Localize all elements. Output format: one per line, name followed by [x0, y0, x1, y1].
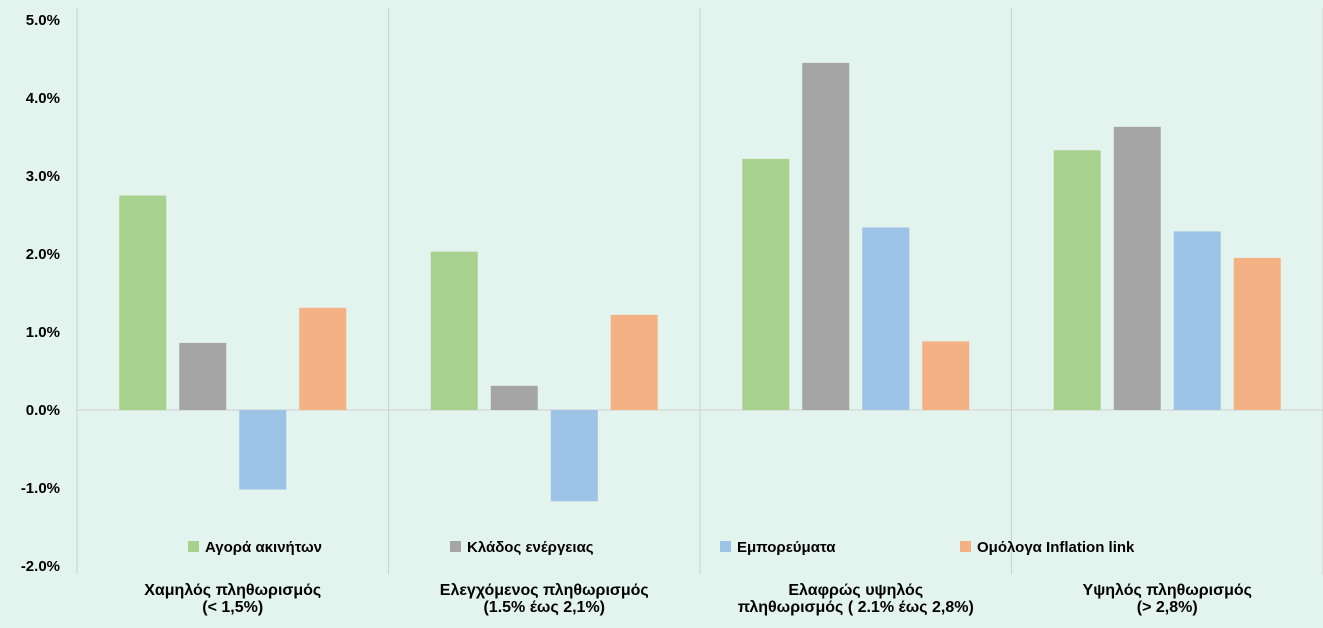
bar-3-1 — [239, 410, 287, 490]
x-category-label: πληθωρισμός ( 2.1% έως 2,8%) — [738, 599, 974, 616]
legend-swatch — [188, 541, 199, 552]
bar-1-3 — [742, 158, 790, 410]
x-category-label: (1.5% έως 2,1%) — [483, 599, 605, 616]
y-tick-label: -2.0% — [21, 558, 60, 575]
x-category-label: (> 2,8%) — [1137, 599, 1198, 616]
y-tick-label: 2.0% — [26, 246, 60, 263]
y-tick-label: 4.0% — [26, 90, 60, 107]
bar-3-3 — [862, 227, 910, 410]
x-category-label: Ελαφρώς υψηλός — [788, 582, 923, 599]
legend-label: Εμπορεύματα — [737, 539, 836, 556]
x-category-label: Χαμηλός πληθωρισμός — [144, 582, 321, 599]
y-tick-label: 3.0% — [26, 168, 60, 185]
bar-3-2 — [550, 410, 598, 502]
bar-4-3 — [922, 341, 970, 410]
bar-4-1 — [299, 307, 347, 410]
bar-1-1 — [119, 195, 167, 410]
bar-1-2 — [430, 251, 478, 410]
bar-2-4 — [1113, 126, 1161, 411]
legend-label: Ομόλογα Inflation link — [977, 539, 1135, 556]
bar-3-4 — [1173, 231, 1221, 410]
legend-label: Αγορά ακινήτων — [205, 539, 322, 556]
bar-2-3 — [802, 62, 850, 411]
x-category-label: (< 1,5%) — [202, 599, 263, 616]
y-tick-label: 0.0% — [26, 402, 60, 419]
bar-2-1 — [179, 342, 227, 410]
x-category-label: Ελεγχόμενος πληθωρισμός — [440, 582, 649, 599]
bar-4-4 — [1233, 257, 1281, 410]
legend-label: Κλάδος ενέργειας — [467, 539, 594, 556]
legend-swatch — [720, 541, 731, 552]
bar-2-2 — [490, 385, 538, 410]
y-tick-label: 1.0% — [26, 324, 60, 341]
legend-swatch — [450, 541, 461, 552]
x-category-label: Υψηλός πληθωρισμός — [1083, 582, 1252, 599]
bar-1-4 — [1053, 150, 1101, 410]
legend-swatch — [960, 541, 971, 552]
y-tick-label: 5.0% — [26, 12, 60, 29]
y-tick-label: -1.0% — [21, 480, 60, 497]
bar-4-2 — [610, 314, 658, 410]
